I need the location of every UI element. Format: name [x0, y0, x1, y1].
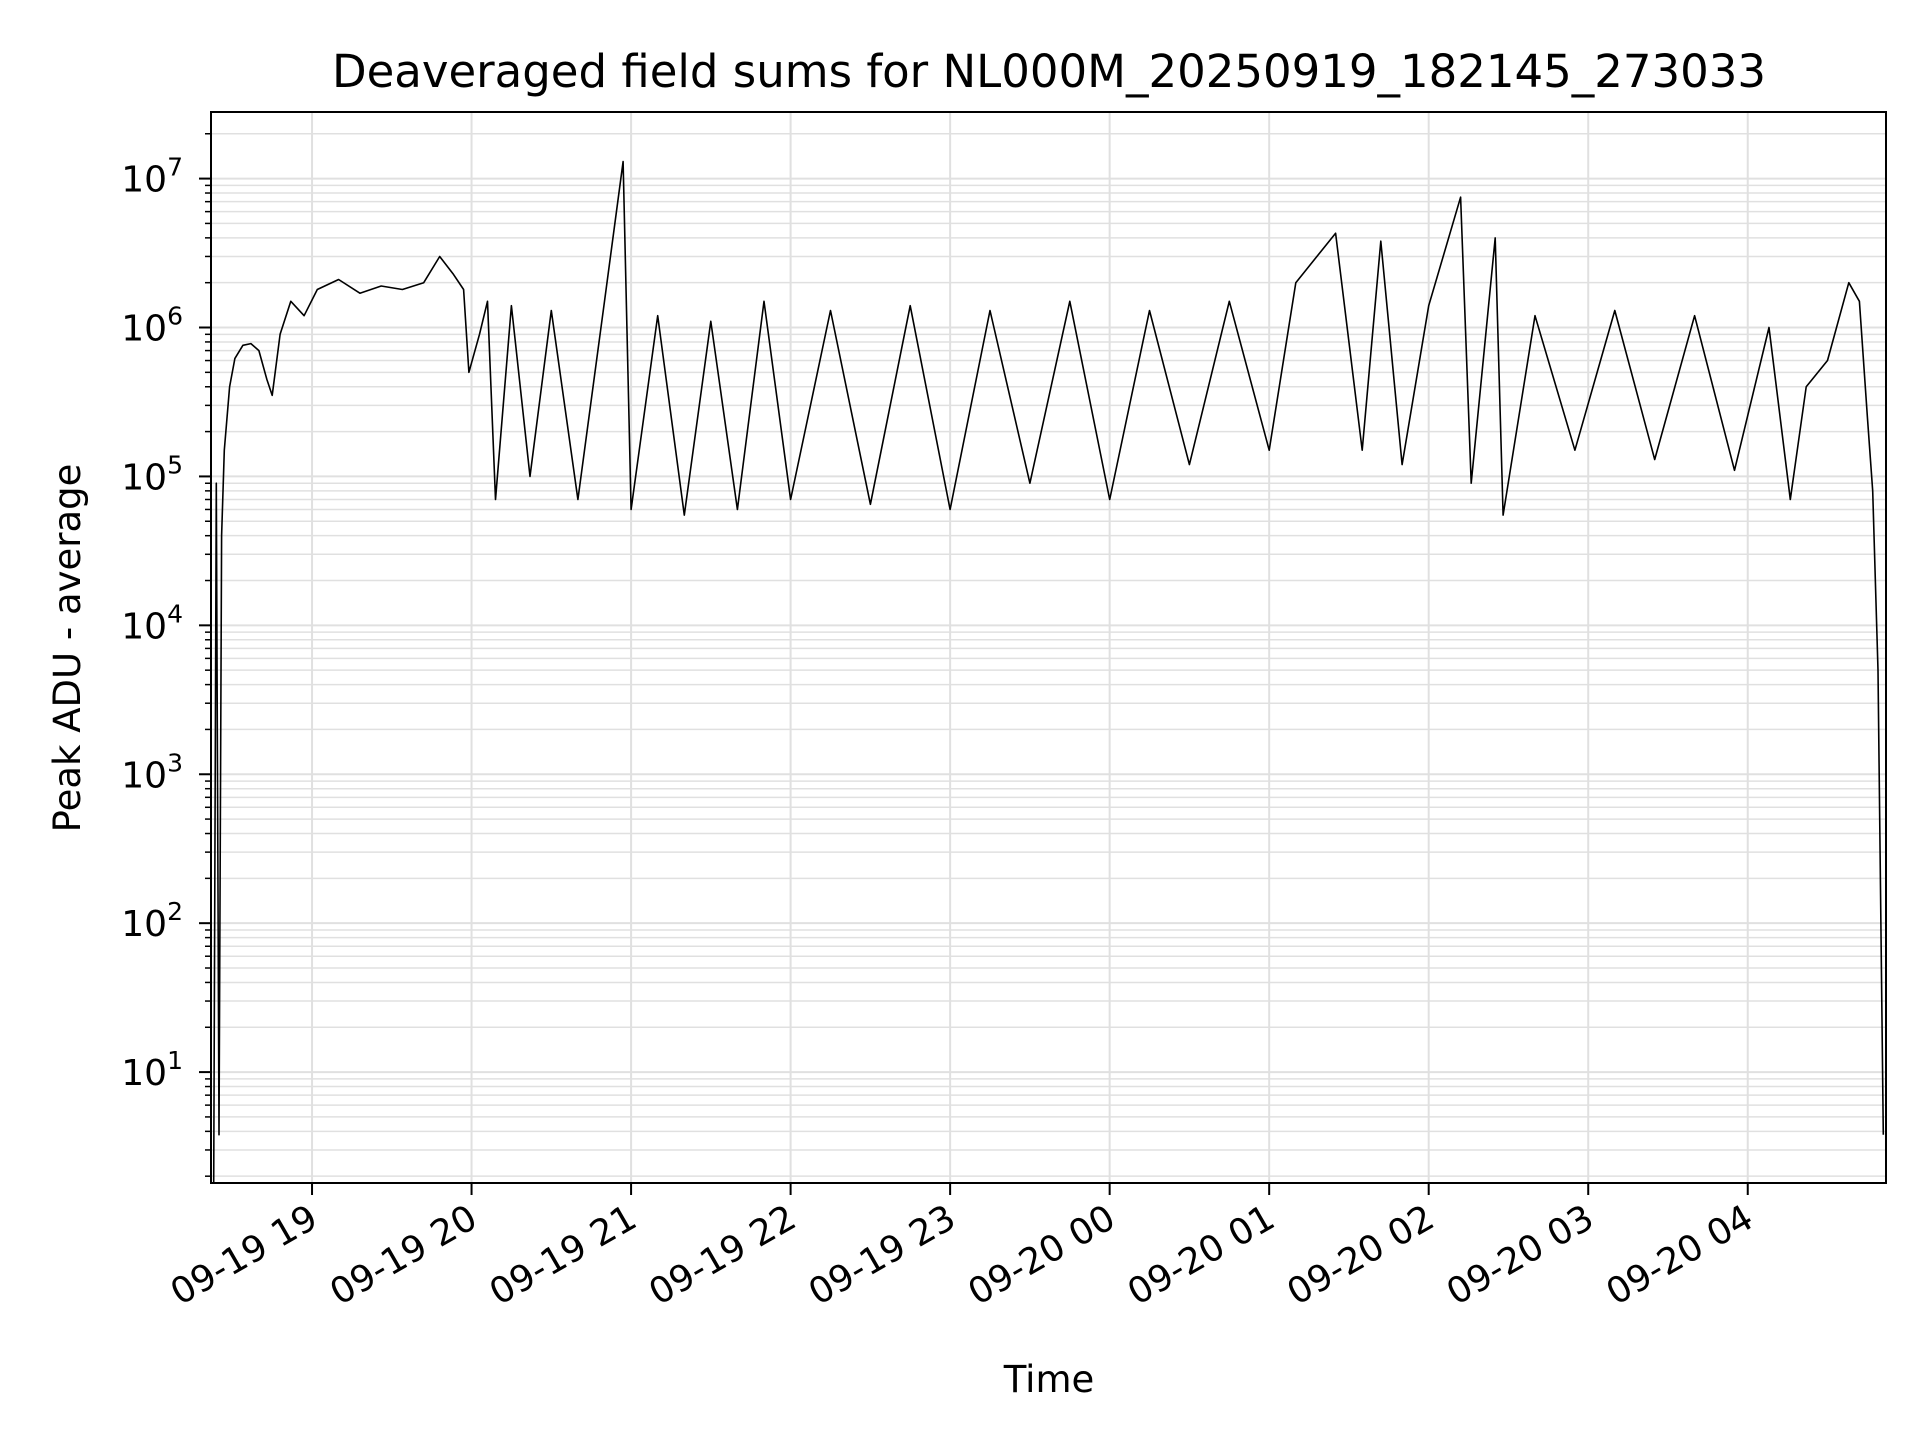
x-tick-label: 09-20 01: [1121, 1197, 1282, 1313]
grid: [211, 112, 1886, 1183]
y-axis: 101 102 103 104 105 106 107: [121, 133, 211, 1177]
y-tick-label: 101: [121, 1046, 183, 1094]
x-tick-label: 09-20 04: [1600, 1197, 1761, 1313]
y-tick-label: 107: [121, 153, 183, 201]
y-tick-label: 103: [121, 748, 183, 796]
y-tick-label: 104: [121, 599, 183, 647]
x-tick-label: 09-19 19: [164, 1197, 325, 1313]
x-tick-label: 09-19 21: [483, 1197, 644, 1313]
y-tick-label: 102: [121, 897, 183, 945]
chart-title: Deaveraged field sums for NL000M_2025091…: [332, 45, 1766, 98]
y-tick-label: 106: [121, 302, 183, 350]
y-axis-label: Peak ADU - average: [46, 464, 89, 833]
y-tick-label: 105: [121, 450, 183, 498]
series-line: [212, 160, 1885, 1184]
x-tick-label: 09-19 23: [802, 1197, 963, 1313]
x-tick-label: 09-20 02: [1281, 1197, 1442, 1313]
x-tick-label: 09-20 00: [961, 1197, 1122, 1313]
x-tick-label: 09-20 03: [1440, 1197, 1601, 1313]
x-tick-label: 09-19 20: [323, 1197, 484, 1313]
plot-frame: [210, 111, 1887, 1184]
x-axis-label: Time: [1003, 1358, 1095, 1401]
x-tick-label: 09-19 22: [642, 1197, 803, 1313]
